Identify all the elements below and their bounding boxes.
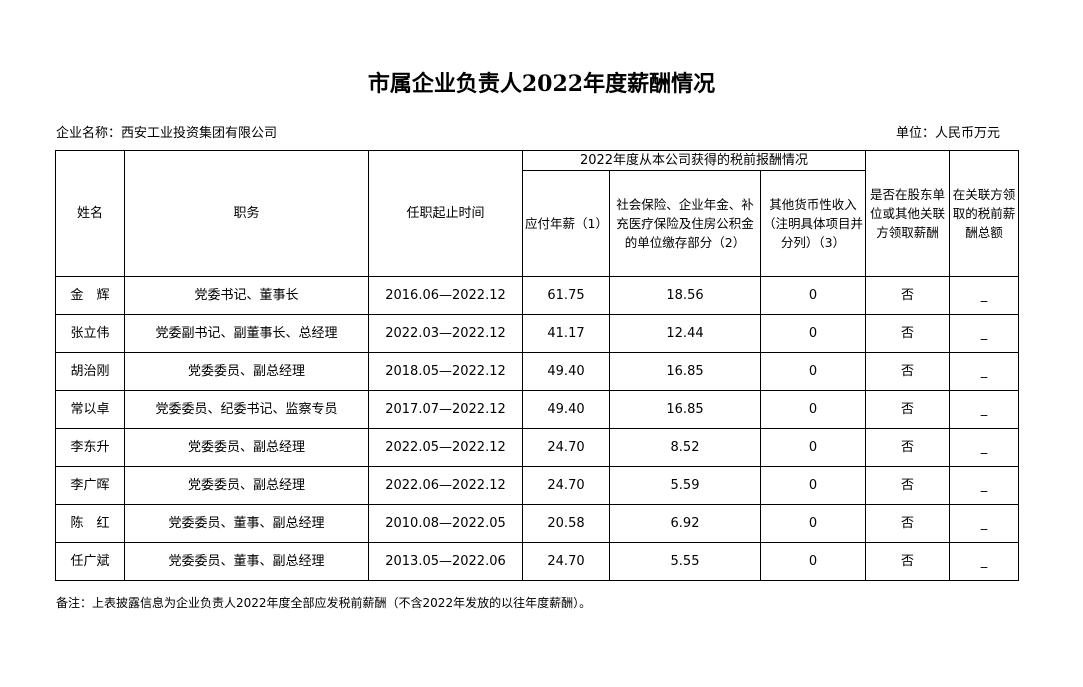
cell-insurance: 16.85 <box>609 352 761 391</box>
header-salary: 应付年薪（1） <box>522 170 610 277</box>
table-row: 金 辉党委书记、董事长 2016.06—2022.12 61.75 18.56 0 否 _ <box>55 276 1019 315</box>
cell-affiliate-total: _ <box>949 504 1019 543</box>
header-insurance: 社会保险、企业年金、补充医疗保险及住房公积金的单位缴存部分（2） <box>609 170 761 277</box>
cell-affiliate: 否 <box>865 428 950 467</box>
cell-other: 0 <box>760 314 866 353</box>
cell-position: 党委委员、副总经理 <box>124 428 369 467</box>
header-other: 其他货币性收入（注明具体项目并分列）（3） <box>760 170 866 277</box>
cell-salary: 41.17 <box>522 314 610 353</box>
table-row: 李东升 党委委员、副总经理 2022.05—2022.12 24.70 8.52 0 否 _ <box>55 428 1019 467</box>
cell-salary: 49.40 <box>522 390 610 429</box>
cell-insurance: 12.44 <box>609 314 761 353</box>
cell-name: 胡治刚 <box>55 352 125 391</box>
cell-affiliate: 否 <box>865 542 950 581</box>
cell-affiliate-total: _ <box>949 352 1019 391</box>
cell-salary: 24.70 <box>522 428 610 467</box>
cell-insurance: 6.92 <box>609 504 761 543</box>
cell-position: 党委委员、副总经理 <box>124 466 369 505</box>
table-row: 胡治刚 党委委员、副总经理 2018.05—2022.12 49.40 16.85 0 否 _ <box>55 352 1019 391</box>
cell-position: 党委委员、董事、副总经理 <box>124 542 369 581</box>
cell-salary: 24.70 <box>522 542 610 581</box>
cell-tenure: 2010.08—2022.05 <box>368 504 523 543</box>
cell-affiliate-total: _ <box>949 390 1019 429</box>
cell-insurance: 5.55 <box>609 542 761 581</box>
cell-salary: 61.75 <box>522 276 610 315</box>
header-group: 2022年度从本公司获得的税前报酬情况 <box>522 150 866 171</box>
cell-other: 0 <box>760 276 866 315</box>
document-title: 市属企业负责人2022年度薪酬情况 <box>367 71 716 97</box>
cell-affiliate: 否 <box>865 352 950 391</box>
cell-other: 0 <box>760 542 866 581</box>
footnote: 备注：上表披露信息为企业负责人2022年度全部应发税前薪酬（不含2022年发放的… <box>56 596 592 610</box>
salary-table: 姓名 职务 任职起止时间 2022年度从本公司获得的税前报酬情况 是否在股东单位… <box>55 150 1019 581</box>
unit-label: 单位：人民币万元 <box>895 126 1000 141</box>
cell-affiliate-total: _ <box>949 428 1019 467</box>
table-row: 张立伟 党委副书记、副董事长、总经理 2022.03—2022.12 41.17 12.… <box>55 314 1019 353</box>
cell-affiliate: 否 <box>865 314 950 353</box>
table-row: 任广斌 党委委员、董事、副总经理 2013.05—2022.06 24.70 5.55 0… <box>55 542 1019 581</box>
cell-affiliate-total: _ <box>949 466 1019 505</box>
cell-affiliate-total: _ <box>949 314 1019 353</box>
cell-affiliate: 否 <box>865 276 950 315</box>
cell-position: 党委委员、副总经理 <box>124 352 369 391</box>
cell-position: 党委委员、纪委书记、监察专员 <box>124 390 369 429</box>
cell-salary: 24.70 <box>522 466 610 505</box>
cell-position: 党委副书记、副董事长、总经理 <box>124 314 369 353</box>
cell-tenure: 2016.06—2022.12 <box>368 276 523 315</box>
cell-name: 李东升 <box>55 428 125 467</box>
cell-affiliate-total: _ <box>949 276 1019 315</box>
cell-other: 0 <box>760 466 866 505</box>
cell-tenure: 2022.06—2022.12 <box>368 466 523 505</box>
cell-affiliate: 否 <box>865 466 950 505</box>
header-position: 职务 <box>124 150 369 277</box>
table-row: 常以卓 党委委员、纪委书记、监察专员 2017.07—2022.12 49.40 16.… <box>55 390 1019 429</box>
cell-name: 金 辉 <box>55 276 125 315</box>
cell-insurance: 18.56 <box>609 276 761 315</box>
cell-name: 张立伟 <box>55 314 125 353</box>
cell-name: 陈 红 <box>55 504 125 543</box>
table-row: 李广晖 党委委员、副总经理 2022.06—2022.12 24.70 5.59 0 否 _ <box>55 466 1019 505</box>
cell-other: 0 <box>760 428 866 467</box>
cell-tenure: 2022.05—2022.12 <box>368 428 523 467</box>
cell-tenure: 2017.07—2022.12 <box>368 390 523 429</box>
cell-tenure: 2022.03—2022.12 <box>368 314 523 353</box>
header-tenure: 任职起止时间 <box>368 150 523 277</box>
cell-other: 0 <box>760 352 866 391</box>
cell-name: 常以卓 <box>55 390 125 429</box>
cell-name: 任广斌 <box>55 542 125 581</box>
cell-affiliate: 否 <box>865 504 950 543</box>
cell-insurance: 16.85 <box>609 390 761 429</box>
cell-insurance: 8.52 <box>609 428 761 467</box>
cell-position: 党委委员、董事、副总经理 <box>124 504 369 543</box>
company-name: 企业名称：西安工业投资集团有限公司 <box>56 126 278 141</box>
cell-position: 党委书记、董事长 <box>124 276 369 315</box>
cell-salary: 20.58 <box>522 504 610 543</box>
cell-other: 0 <box>760 504 866 543</box>
cell-other: 0 <box>760 390 866 429</box>
table-row: 陈 红党委委员、董事、副总经理 2010.08—2022.05 20.58 6.92 0… <box>55 504 1019 543</box>
cell-affiliate-total: _ <box>949 542 1019 581</box>
cell-tenure: 2018.05—2022.12 <box>368 352 523 391</box>
header-name: 姓名 <box>55 150 125 277</box>
cell-tenure: 2013.05—2022.06 <box>368 542 523 581</box>
cell-salary: 49.40 <box>522 352 610 391</box>
cell-affiliate: 否 <box>865 390 950 429</box>
cell-name: 李广晖 <box>55 466 125 505</box>
cell-insurance: 5.59 <box>609 466 761 505</box>
header-affiliate-total: 在关联方领取的税前薪酬总额 <box>949 150 1019 277</box>
header-affiliate: 是否在股东单位或其他关联方领取薪酬 <box>865 150 950 277</box>
